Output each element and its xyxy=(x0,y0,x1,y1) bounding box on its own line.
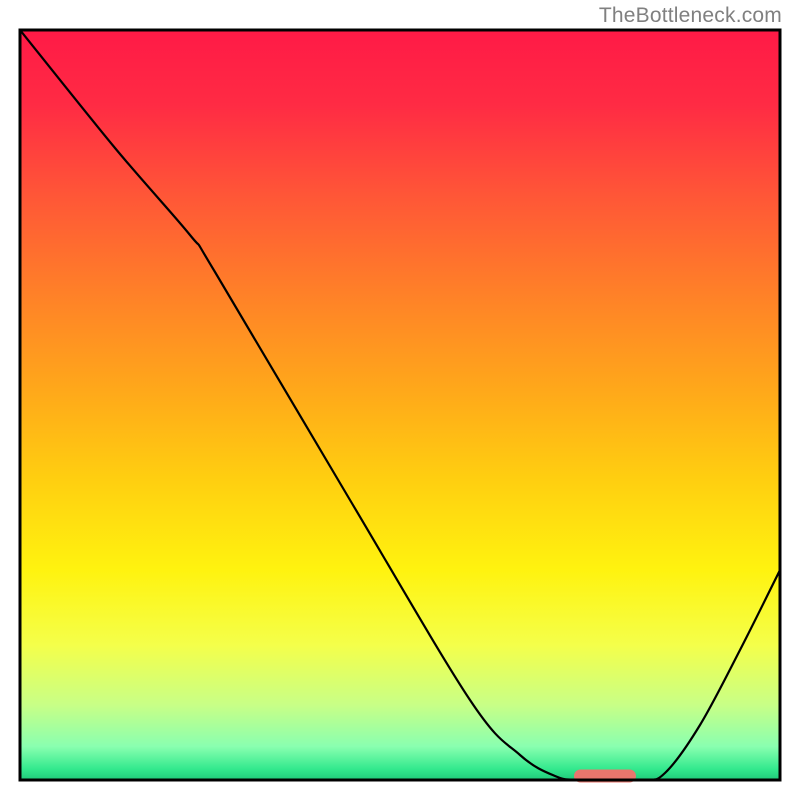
watermark-text: TheBottleneck.com xyxy=(599,4,782,28)
bottleneck-chart xyxy=(0,0,800,800)
gradient-fill xyxy=(20,30,780,780)
chart-frame: TheBottleneck.com xyxy=(0,0,800,800)
